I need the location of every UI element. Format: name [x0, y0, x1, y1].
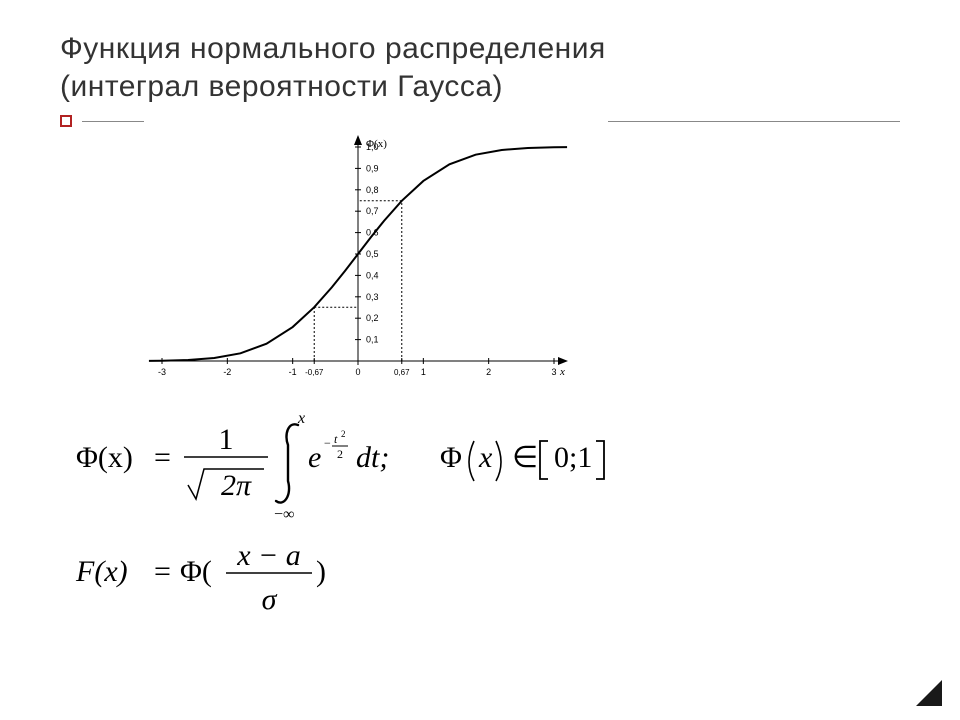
svg-text:x − a: x − a [236, 539, 301, 572]
title-line-1: Функция нормального распределения [60, 30, 900, 68]
formula-f-of-x: F(x) = Φ( x − a σ) [70, 525, 430, 630]
svg-text:0,5: 0,5 [366, 249, 379, 259]
svg-text:Φ: Φ [440, 441, 462, 474]
divider-row [60, 113, 900, 127]
svg-text:e: e [308, 441, 321, 474]
svg-text:0: 0 [355, 367, 360, 377]
svg-text:2π: 2π [221, 469, 252, 502]
chart-container: Φ(x)x0,10,20,30,40,50,60,70,80,91,0-3-2-… [118, 133, 578, 391]
slide: Функция нормального распределения (интег… [0, 0, 960, 720]
svg-text:0,67: 0,67 [394, 368, 410, 377]
svg-text:Φ(x): Φ(x) [76, 441, 133, 474]
title-block: Функция нормального распределения (интег… [60, 30, 900, 105]
svg-text:1: 1 [421, 367, 426, 377]
svg-text:=: = [154, 555, 171, 588]
svg-text:2: 2 [486, 367, 491, 377]
svg-text:x: x [559, 366, 565, 378]
svg-text:=: = [154, 441, 171, 474]
svg-text:x: x [297, 410, 305, 427]
corner-accent-icon [916, 680, 942, 706]
divider-right [608, 121, 900, 122]
svg-text:0,2: 0,2 [366, 313, 379, 323]
svg-text:Φ(: Φ( [180, 555, 212, 588]
svg-text:-3: -3 [158, 367, 166, 377]
svg-text:F(x): F(x) [75, 555, 128, 588]
svg-text:dt;: dt; [356, 441, 389, 474]
svg-text:0,8: 0,8 [366, 185, 379, 195]
svg-text:0,1: 0,1 [366, 335, 379, 345]
svg-text:0,7: 0,7 [366, 206, 379, 216]
formulas-block: Φ(x) = 1 2π x −∞ e−t2 2 dt; Φx ∈ 0;1 F(x) = Φ( x − a σ) [70, 405, 900, 635]
svg-text:3: 3 [551, 367, 556, 377]
svg-text:1,0: 1,0 [366, 142, 379, 152]
bullet-icon [60, 115, 72, 127]
svg-text:2: 2 [337, 447, 343, 461]
svg-text:t: t [334, 432, 338, 446]
svg-text:2: 2 [341, 429, 346, 439]
svg-text:−∞: −∞ [274, 506, 294, 520]
svg-text:1: 1 [219, 423, 234, 456]
svg-text:−: − [324, 436, 331, 450]
svg-text:): ) [316, 555, 326, 588]
divider-left [82, 121, 144, 122]
svg-text:0,9: 0,9 [366, 163, 379, 173]
svg-text:-2: -2 [223, 367, 231, 377]
svg-text:0,3: 0,3 [366, 292, 379, 302]
svg-text:0;1: 0;1 [554, 441, 592, 474]
formula-phi-integral: Φ(x) = 1 2π x −∞ e−t2 2 dt; Φx ∈ 0;1 [70, 405, 710, 520]
svg-text:-1: -1 [289, 367, 297, 377]
svg-text:0,4: 0,4 [366, 270, 379, 280]
title-line-2: (интеграл вероятности Гаусса) [60, 68, 900, 106]
svg-text:∈: ∈ [512, 441, 538, 474]
cdf-chart: Φ(x)x0,10,20,30,40,50,60,70,80,91,0-3-2-… [118, 133, 578, 391]
svg-text:-0,67: -0,67 [305, 368, 324, 377]
svg-text:x: x [478, 441, 493, 474]
svg-text:σ: σ [262, 583, 278, 616]
